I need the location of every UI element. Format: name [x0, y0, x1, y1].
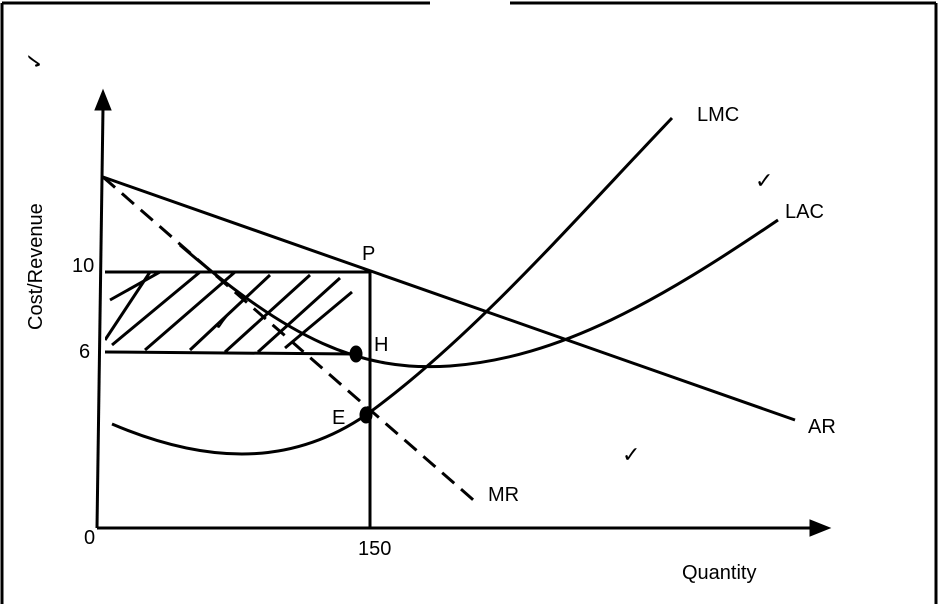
- point-e-label: E: [332, 407, 345, 429]
- lmc-label: LMC: [697, 104, 739, 126]
- y-tick-10: 10: [72, 255, 94, 277]
- point-h-marker: [349, 345, 363, 363]
- y-tick-6: 6: [79, 341, 90, 363]
- y-axis: [95, 107, 105, 529]
- ar-label: AR: [808, 416, 836, 438]
- point-h-label: H: [374, 334, 388, 356]
- x-tick-150: 150: [358, 538, 391, 560]
- axes: [94, 88, 832, 537]
- y-axis-check: ✓: [22, 52, 47, 70]
- lac-curve: [179, 218, 779, 369]
- x-axis-label: Quantity: [682, 562, 756, 584]
- x-axis-arrow: [809, 519, 832, 537]
- ar-curve: [102, 175, 796, 422]
- cost-line-6: [104, 350, 357, 356]
- origin-label: 0: [84, 527, 95, 549]
- check-mark: ✓: [622, 442, 640, 467]
- check-mark: ✓: [755, 168, 773, 193]
- lmc-curve: [111, 116, 674, 456]
- point-e-marker: [359, 406, 373, 424]
- profit-area-hatching: [105, 272, 353, 352]
- mr-curve: [102, 175, 479, 506]
- y-axis-label: Cost/Revenue: [25, 203, 47, 330]
- point-p-label: P: [362, 243, 375, 265]
- y-axis-arrow: [94, 88, 112, 111]
- check-mark: ✓: [213, 310, 231, 335]
- lac-label: LAC: [785, 201, 824, 223]
- mr-label: MR: [488, 484, 519, 506]
